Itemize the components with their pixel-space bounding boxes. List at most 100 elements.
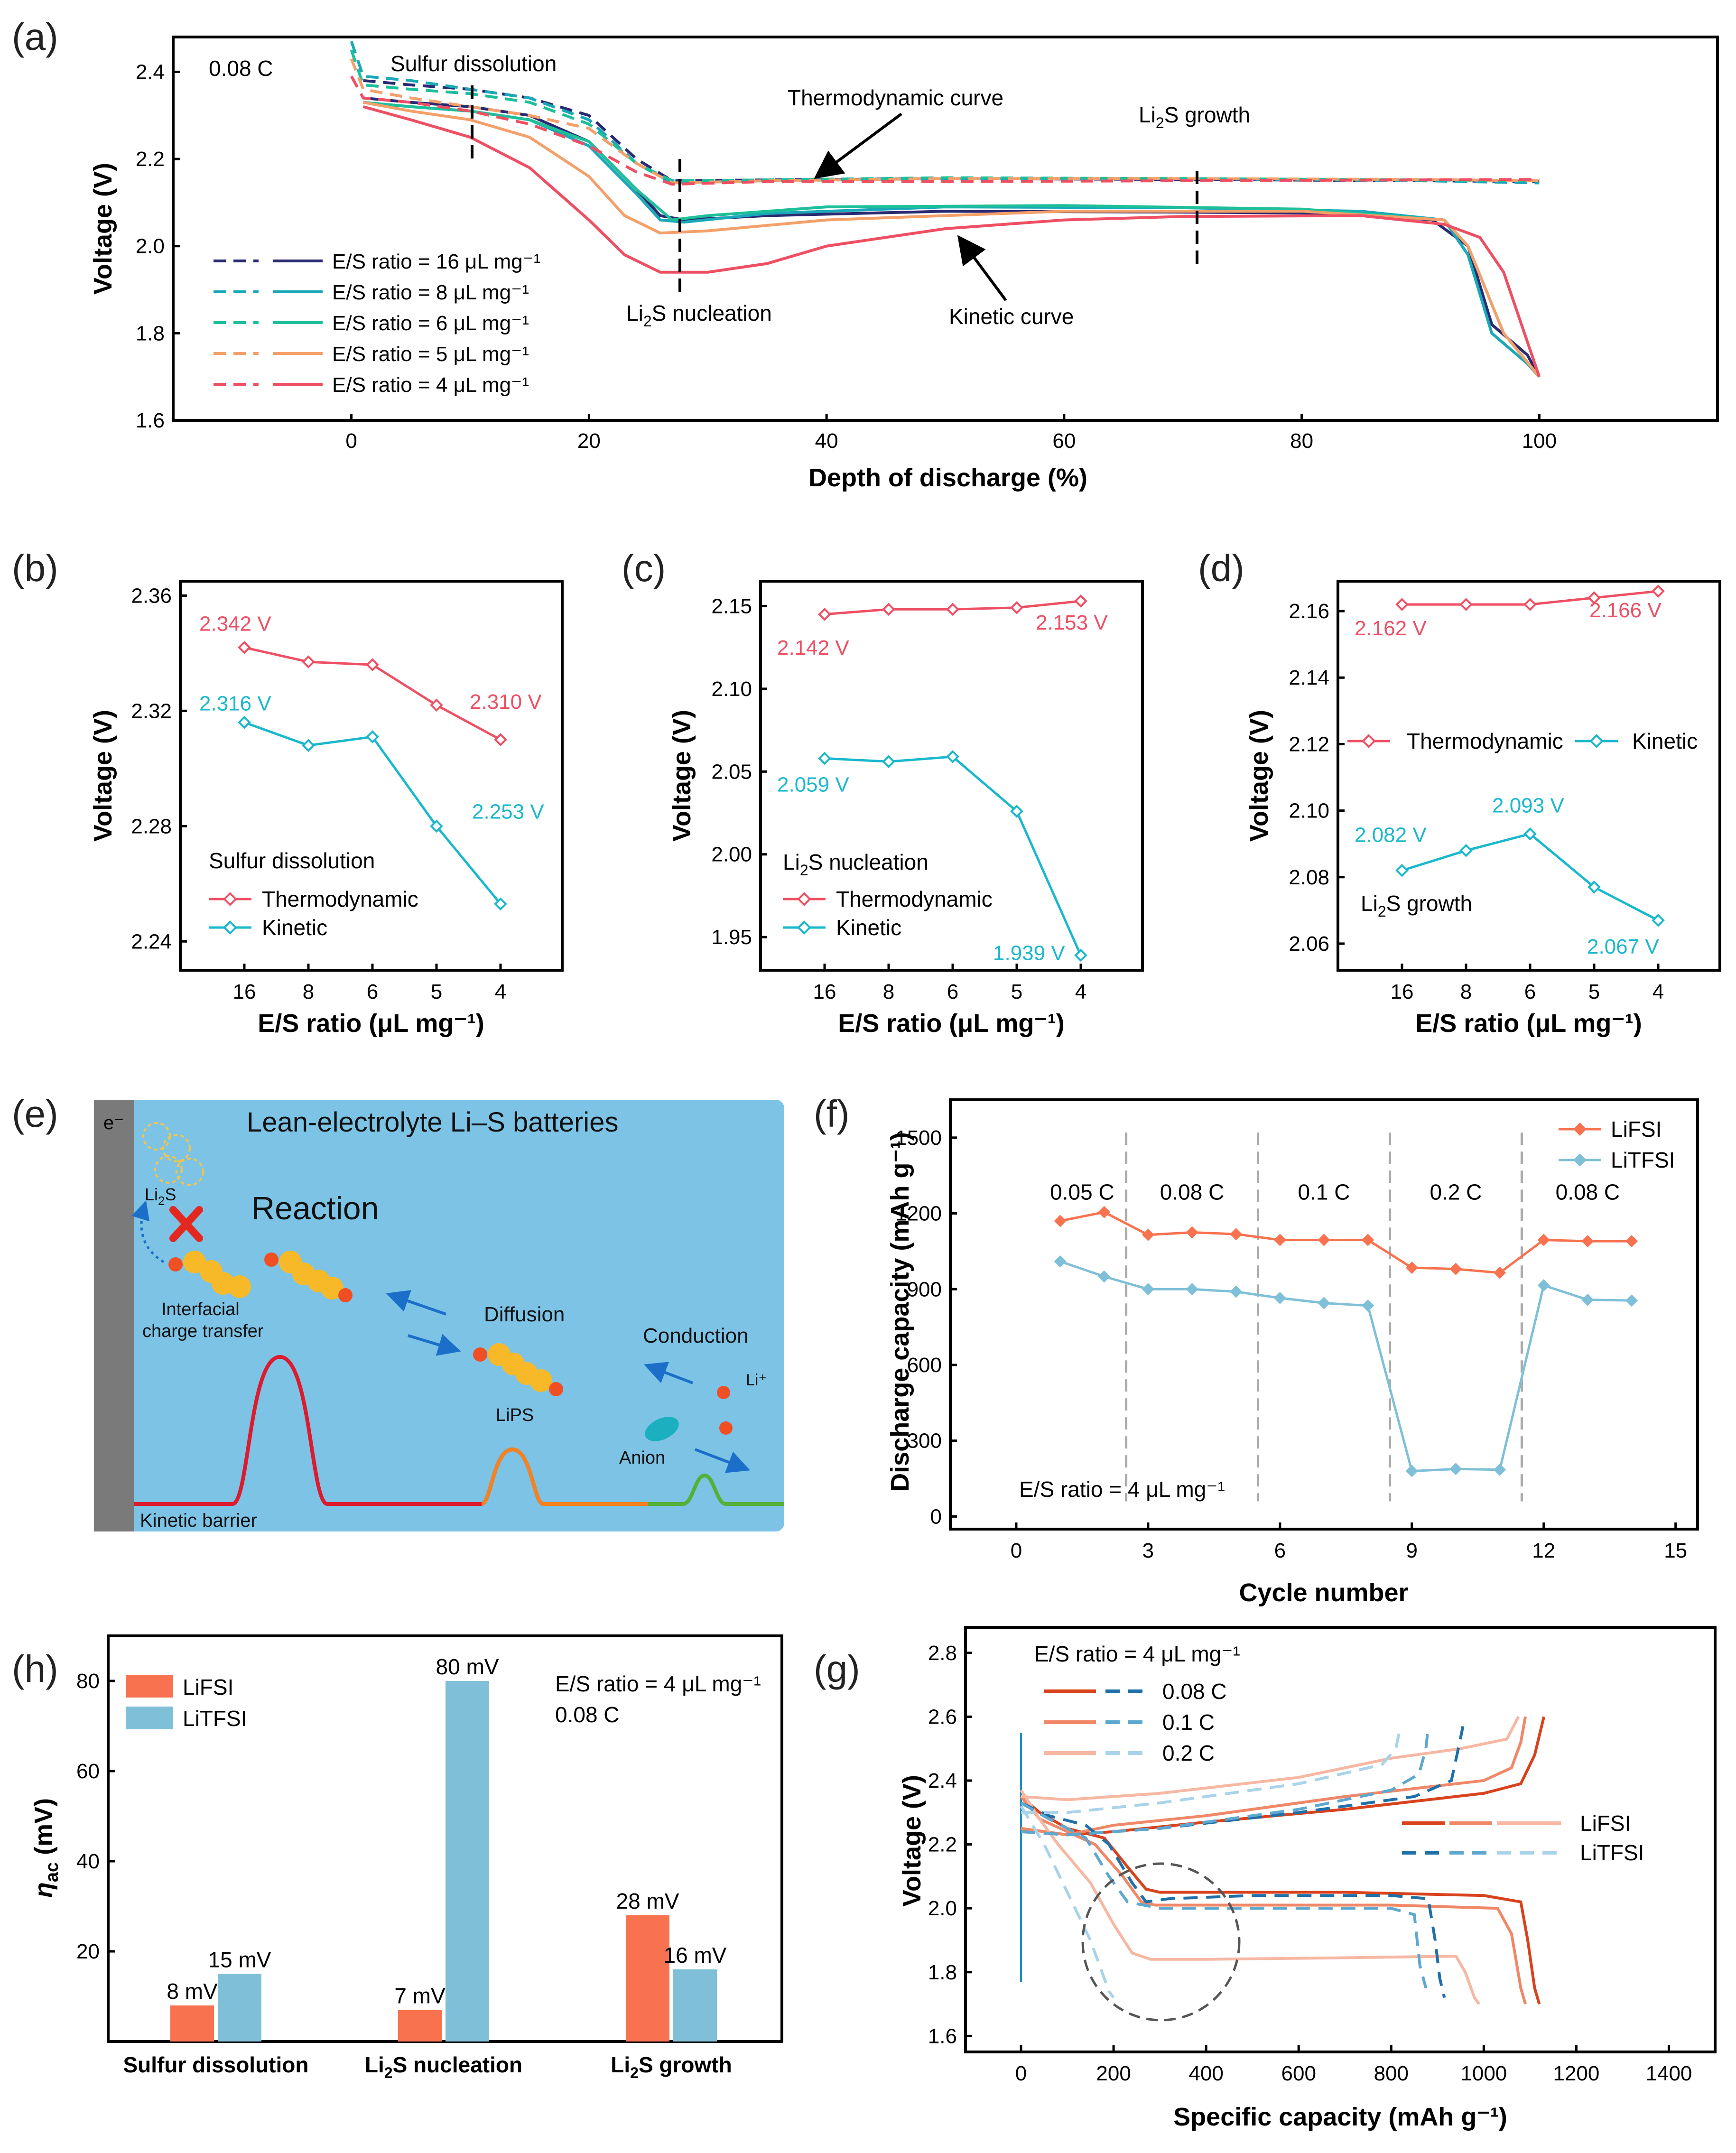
x-tick-label: 8 [883,980,894,1003]
y-tick-label: 600 [907,1354,942,1377]
bar-value-label: 7 mV [394,1984,446,2008]
data-point [494,897,507,911]
data-point [1010,805,1023,818]
y-tick-label: 80 [76,1670,100,1693]
legend-thermo-d: Thermodynamic [1407,729,1563,753]
charge-curve [1021,1716,1520,1801]
legend-kinetic-b: Kinetic [262,915,327,940]
panel-b: (b) 16 8 6 5 4 2.24 2.28 2.32 2.36 E/S ratio (μL… [12,547,564,1038]
y-tick-label: 1500 [895,1126,942,1150]
x-tick-label: 4 [1652,980,1664,1003]
bar-value-label: 80 mV [436,1654,499,1679]
panel-a-label: (a) [12,16,58,58]
rate-label: 0.08 C [209,56,273,81]
molecule-cluster-1 [168,1251,251,1298]
data-point [1142,1283,1154,1296]
panel-a-x-ticks: 0 20 40 60 80 100 [345,414,1557,453]
x-tick-label: 1000 [1460,2062,1507,2085]
series-line [1060,1211,1632,1274]
data-point [1449,1262,1462,1275]
panel-c-x-label: E/S ratio (μL mg⁻¹) [838,1009,1065,1038]
x-tick-label: 16 [233,980,256,1003]
charge-curve [1021,1726,1402,1814]
panel-h-frame [107,1634,783,2043]
panel-f-series [1054,1132,1638,1502]
legend-lifsi-f: LiFSI [1611,1117,1662,1141]
series-line [1059,1260,1632,1473]
reaction-label: Reaction [251,1190,379,1226]
y-tick-label: 2.16 [1289,600,1329,623]
thermo-series-line [350,58,1540,185]
panel-b-frame [179,580,564,972]
rate-legend-3: 0.2 C [1162,1741,1215,1765]
panel-h-ticks: 20 40 60 80 Sulfur dissolution Li2S nucleatio… [76,1670,732,2081]
series-line [244,721,501,905]
panel-e-label: (e) [12,1093,58,1135]
data-point [1098,1206,1111,1218]
anion-label: Anion [619,1448,665,1468]
data-label: 2.316 V [199,692,271,715]
x-tick-label: 100 [1522,429,1557,453]
data-point [1494,1266,1506,1279]
panel-c-ticks: 16 8 6 5 4 1.95 2.00 2.05 2.10 2.15 [711,594,1086,1003]
discharge-curve [1020,1801,1446,1998]
panel-g-x-label: Specific capacity (mAh g⁻¹) [1173,2103,1507,2131]
data-point [238,715,251,729]
panel-g-ticks: 0 200 400 600 800 1000 1200 1400 1.6 1.8 2.0 2.2 2.4… [928,1642,1692,2085]
panel-b-ticks: 16 8 6 5 4 2.24 2.28 2.32 2.36 [131,584,506,1003]
data-label: 2.253 V [472,800,544,823]
data-point [1625,1294,1638,1307]
y-tick-label: 2.32 [131,699,172,723]
panel-f-label: (f) [814,1093,850,1135]
bar [218,1974,261,2042]
x-tick-label: 8 [303,980,314,1003]
y-tick-label: 1.8 [928,1961,957,1984]
y-tick-label: 20 [76,1940,100,1963]
discharge-curve [1020,1801,1428,1989]
panel-f-frame [949,1098,1699,1531]
panel-f-footnote: E/S ratio = 4 μL mg⁻¹ [1019,1477,1225,1502]
panel-a-frame [172,36,1719,422]
panel-b-x-label: E/S ratio (μL mg⁻¹) [258,1009,484,1038]
data-point [882,603,895,616]
li-ion-1 [717,1386,730,1399]
data-point [1581,1235,1594,1248]
arrow-thermo [814,112,902,179]
data-label: 1.939 V [993,942,1065,965]
li2s-particles [142,1122,204,1186]
salt-legend-litfsi: LiTFSI [1580,1840,1644,1865]
panel-c-legend: Thermodynamic Kinetic [783,887,993,940]
panel-h-bars: 8 mV 7 mV 28 mV 15 mV 80 mV 16 mV [167,1654,727,2042]
barrier-curve-2 [481,1447,648,1506]
panel-g: (g) 0 200 400 600 800 1000 1200 1400 1.6 1.8 2.0 2.… [814,1626,1717,2131]
highlight-circle [1081,1862,1241,2022]
data-label: 2.162 V [1355,617,1427,640]
data-point [494,733,507,746]
panel-g-rate-legend: 0.08 C 0.1 C 0.2 C [1044,1679,1227,1765]
legend-entry: E/S ratio = 16 μL mg⁻¹ [332,250,540,273]
annot-thermo: Thermodynamic curve [788,85,1003,110]
panel-d-x-label: E/S ratio (μL mg⁻¹) [1415,1009,1642,1038]
y-tick-label: 1.6 [136,409,165,432]
x-tick-label: 40 [815,429,838,453]
data-point [818,607,831,621]
panel-c: (c) 16 8 6 5 4 1.95 2.00 2.05 2.10 2.15 E/S ratio… [622,547,1144,1038]
conduction-label: Conduction [643,1324,749,1347]
data-point [946,750,959,763]
x-tick-label: 5 [1588,980,1600,1003]
annot-growth: Li2S growth [1139,102,1250,131]
y-tick-label: 2.28 [131,815,172,838]
schematic-title: Lean-electrolyte Li–S batteries [247,1107,618,1138]
kinetic-series-line [363,96,1541,378]
dotted-arrow [131,1200,165,1263]
barrier-curve-3 [648,1473,784,1506]
panel-f-x-label: Cycle number [1239,1578,1408,1607]
data-point [302,739,315,752]
data-point [1142,1228,1154,1241]
data-point [1230,1228,1243,1241]
x-tick-label: 9 [1406,1539,1418,1562]
x-tick-label: 6 [367,980,378,1003]
charge-curve [1021,1726,1465,1837]
conduction-arrow [643,1362,694,1384]
